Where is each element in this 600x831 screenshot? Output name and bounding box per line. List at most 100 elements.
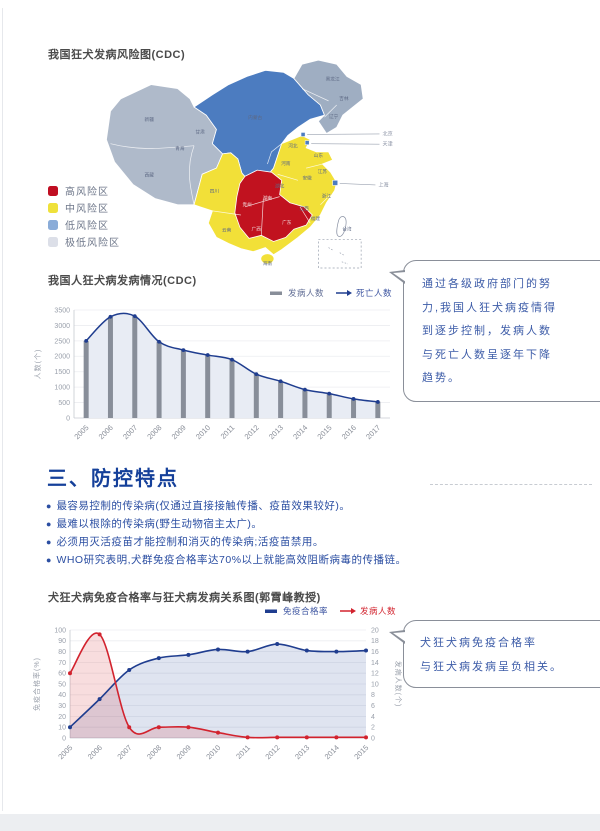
legend-case-count: 发病人数 — [339, 605, 396, 617]
incidence-chart: 发病人数 死亡人数 0 500 1000 1500 2000 2500 3000 3500 20… — [30, 286, 398, 459]
bullet-list: ● 最容易控制的传染病(仅通过直接接触传播、疫苗效果较好)。 ● 最难以根除的传… — [46, 500, 466, 572]
callout-bubble-decline: 通过各级政府部门的努 力,我国人狂犬病疫情得 到逐步控制，发病人数 与死亡人数呈… — [389, 260, 600, 402]
legend-label: 高风险区 — [65, 187, 109, 198]
svg-text:3500: 3500 — [54, 307, 70, 314]
bullet-text: 最难以根除的传染病(野生动物宿主太广)。 — [56, 518, 263, 530]
svg-text:2017: 2017 — [364, 423, 382, 441]
svg-text:2011: 2011 — [234, 743, 252, 761]
svg-text:2014: 2014 — [323, 743, 341, 761]
svg-text:黑龙江: 黑龙江 — [326, 75, 340, 82]
svg-text:天津: 天津 — [383, 141, 393, 148]
bubble-line: 趋势。 — [422, 372, 461, 384]
svg-text:50: 50 — [58, 681, 66, 688]
svg-text:山东: 山东 — [314, 152, 324, 159]
svg-text:河南: 河南 — [281, 160, 291, 166]
svg-text:30: 30 — [58, 703, 66, 710]
legend-label: 低风险区 — [65, 221, 109, 232]
svg-text:2007: 2007 — [121, 423, 139, 441]
svg-text:吉林: 吉林 — [339, 95, 349, 102]
svg-text:2005: 2005 — [72, 423, 90, 441]
svg-text:2016: 2016 — [340, 423, 358, 441]
svg-text:浙江: 浙江 — [322, 193, 332, 200]
svg-text:免疫合格率(%): 免疫合格率(%) — [32, 657, 41, 711]
svg-text:广西: 广西 — [252, 225, 262, 232]
legend-item-low: 低风险区 — [48, 216, 120, 233]
dashed-divider — [430, 484, 592, 485]
svg-text:20: 20 — [371, 627, 379, 634]
section-title: 三、防控特点 — [47, 468, 179, 490]
bubble-line: 与狂犬病发病呈负相关。 — [420, 661, 563, 673]
list-item: ● WHO研究表明,犬群免疫合格率达70%以上就能高效阻断病毒的传播链。 — [46, 554, 466, 567]
list-item: ● 最难以根除的传染病(野生动物宿主太广)。 — [46, 518, 466, 531]
svg-text:广东: 广东 — [282, 219, 292, 226]
immunity-chart-legend: 免疫合格率 发病人数 — [30, 604, 396, 618]
page-left-edge — [2, 8, 3, 811]
immunity-chart: 免疫合格率 发病人数 0 0 10 2 20 4 30 6 40 8 50 10 60 12 70 14 80 1… — [30, 604, 403, 775]
page-bottom-edge — [0, 814, 600, 831]
svg-text:2: 2 — [371, 725, 375, 732]
svg-text:安徽: 安徽 — [302, 174, 312, 181]
bullet-text: WHO研究表明,犬群免疫合格率达70%以上就能高效阻断病毒的传播链。 — [56, 554, 407, 566]
legend-deaths: 死亡人数 — [335, 287, 392, 299]
bubble-line: 通过各级政府部门的努 — [422, 278, 552, 290]
legend-cases-label: 发病人数 — [287, 288, 324, 298]
svg-text:台湾: 台湾 — [342, 225, 352, 232]
svg-text:福建: 福建 — [311, 215, 321, 222]
svg-text:4: 4 — [371, 714, 375, 721]
map-region-taiwan — [336, 216, 347, 237]
svg-text:青海: 青海 — [175, 145, 185, 152]
svg-text:发病人数(个): 发病人数(个) — [394, 661, 402, 708]
svg-text:40: 40 — [58, 692, 66, 699]
immunity-chart-title: 犬狂犬病免疫合格率与狂犬病发病关系图(郭霄峰教授) — [48, 592, 321, 604]
svg-text:3000: 3000 — [54, 323, 70, 330]
bubble-line: 与死亡人数呈逐年下降 — [422, 348, 552, 361]
svg-text:0: 0 — [62, 735, 66, 742]
legend-item-high: 高风险区 — [48, 182, 120, 199]
city-callouts — [300, 132, 380, 186]
sea-inset-box — [318, 239, 362, 269]
svg-text:西藏: 西藏 — [145, 171, 155, 178]
risk-legend: 高风险区 中风险区 低风险区 极低风险区 — [48, 182, 120, 250]
svg-text:辽宁: 辽宁 — [329, 113, 339, 120]
svg-text:60: 60 — [58, 671, 66, 678]
legend-immunity-label: 免疫合格率 — [282, 606, 328, 616]
bullet-text: 最容易控制的传染病(仅通过直接接触传播、疫苗效果较好)。 — [56, 500, 351, 512]
svg-text:2014: 2014 — [291, 423, 309, 441]
map-region-northeast — [293, 59, 364, 135]
bubble-line: 犬狂犬病免疫合格率 — [420, 637, 537, 649]
incidence-chart-title: 我国人狂犬病发病情况(CDC) — [48, 275, 197, 287]
svg-text:0: 0 — [371, 735, 375, 742]
legend-label: 极低风险区 — [65, 238, 120, 249]
map-region-hainan — [260, 253, 275, 265]
svg-text:2013: 2013 — [267, 423, 285, 441]
bullet-text: 必须用灭活疫苗才能控制和消灭的传染病;活疫苗禁用。 — [56, 536, 324, 548]
legend-label: 中风险区 — [65, 204, 109, 215]
map-region-south — [234, 169, 313, 242]
svg-text:2009: 2009 — [175, 743, 193, 761]
svg-text:云南: 云南 — [222, 226, 232, 233]
bullet-icon: ● — [46, 519, 52, 529]
bar-legend-icon — [264, 609, 277, 613]
svg-text:1500: 1500 — [54, 369, 70, 376]
svg-text:湖南: 湖南 — [263, 195, 273, 202]
risk-map-title: 我国狂犬发病风险图(CDC) — [48, 49, 186, 61]
svg-text:2015: 2015 — [352, 743, 370, 761]
svg-text:2500: 2500 — [54, 338, 70, 345]
verylow-risk-swatch — [48, 236, 58, 247]
svg-text:江苏: 江苏 — [318, 168, 328, 175]
svg-text:90: 90 — [58, 638, 66, 645]
svg-text:100: 100 — [54, 627, 66, 634]
svg-text:2008: 2008 — [145, 423, 163, 441]
svg-text:2012: 2012 — [263, 743, 281, 761]
svg-text:2009: 2009 — [170, 423, 188, 441]
incidence-chart-plot: 0 500 1000 1500 2000 2500 3000 3500 2005 2006 2007… — [33, 307, 390, 441]
svg-text:上海: 上海 — [378, 181, 388, 188]
svg-text:70: 70 — [58, 660, 66, 667]
bullet-icon: ● — [46, 537, 52, 547]
svg-text:江西: 江西 — [299, 205, 309, 212]
svg-text:1000: 1000 — [54, 385, 70, 392]
bar-legend-icon — [269, 291, 282, 295]
